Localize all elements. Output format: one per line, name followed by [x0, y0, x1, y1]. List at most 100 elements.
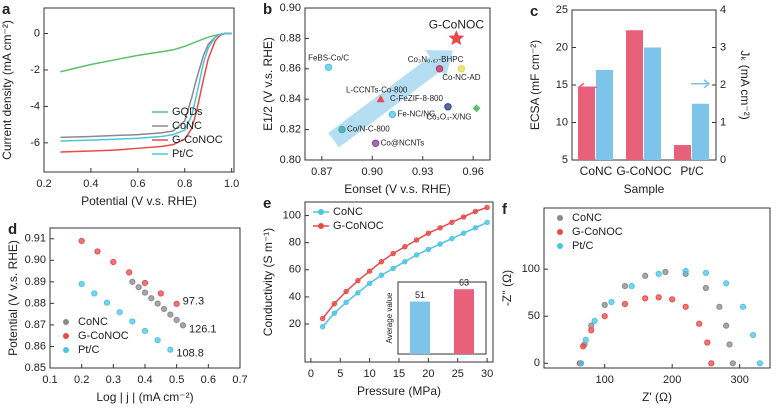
point — [343, 299, 349, 306]
point — [338, 125, 346, 134]
legend-label: Pt/C — [172, 148, 193, 160]
y-axis-label: Current density (mA cm⁻²) — [0, 20, 14, 160]
point — [402, 244, 408, 250]
legend-marker — [557, 229, 563, 235]
x-axis-label: Pressure (MPa) — [357, 384, 441, 398]
point — [702, 284, 710, 292]
point — [449, 219, 455, 226]
x-tick-label: 30 — [481, 368, 493, 380]
y-axis-label: E1/2 (V v.s. RHE) — [261, 37, 275, 131]
point — [435, 65, 444, 73]
legend-marker — [63, 347, 69, 353]
y-tick-label: 0.90 — [280, 2, 301, 14]
point — [591, 317, 598, 325]
y-tick-label: 0.90 — [25, 254, 46, 266]
point — [413, 237, 420, 243]
legend-marker — [318, 209, 324, 215]
point-label: Co₃N₀.₆₇-BHPC — [408, 55, 464, 64]
y-tick-label: 0.88 — [280, 32, 301, 44]
y2-axis-label: Jₖ (mA cm⁻²) — [738, 50, 752, 119]
point — [756, 360, 763, 367]
legend-marker — [318, 223, 324, 229]
point — [78, 280, 85, 288]
point — [135, 284, 142, 291]
point — [682, 267, 689, 275]
point — [324, 63, 333, 71]
y2-tick-label: 2 — [720, 79, 726, 91]
x-tick-label: 0.7 — [232, 374, 247, 386]
y-tick-label: -6 — [30, 137, 40, 149]
x-tick-label: 20 — [422, 368, 434, 380]
y-tick-label: 80 — [289, 237, 301, 249]
x-tick-label: 25 — [452, 368, 464, 380]
point-label: G-CoNOC — [429, 18, 485, 32]
point — [655, 294, 662, 301]
point — [484, 204, 490, 211]
x-tick-label: 0.2 — [74, 374, 89, 386]
y-tick-label: 100 — [283, 209, 301, 221]
y-tick-label: 10 — [556, 116, 568, 128]
y-tick-label: 20 — [556, 41, 568, 53]
legend-marker — [63, 333, 69, 339]
x-tick-label: 0.3 — [106, 374, 121, 386]
bar — [674, 145, 691, 160]
legend-label: CoNC — [333, 206, 363, 218]
y-tick-label: 40 — [289, 291, 301, 303]
y2-tick-label: 4 — [720, 4, 726, 16]
y-tick-label: 0.86 — [280, 63, 301, 75]
point — [457, 65, 466, 73]
point — [167, 311, 174, 318]
point — [402, 258, 408, 265]
legend-label: CoNC — [572, 212, 602, 224]
x-tick-label: 0.87 — [311, 166, 332, 178]
point — [355, 290, 361, 296]
point — [319, 315, 326, 322]
point-label: L-CCNTs-Co-800 — [346, 85, 408, 94]
x-tick-label: 0.96 — [462, 166, 483, 178]
y-tick-label: 50 — [528, 310, 540, 322]
inset-bar — [410, 301, 430, 354]
point — [157, 290, 164, 297]
point — [116, 309, 123, 316]
point — [726, 341, 733, 348]
point — [582, 336, 589, 343]
y-tick-label: -4 — [30, 100, 40, 112]
x-tick-label: 10 — [364, 368, 376, 380]
plot-frame — [304, 7, 491, 161]
legend-label: GQDs — [172, 106, 203, 118]
point — [91, 290, 98, 297]
legend-marker — [63, 319, 69, 325]
point — [662, 268, 669, 276]
x-tick-label: CoNC — [580, 164, 613, 178]
point — [154, 300, 161, 307]
x-tick-label: 0.4 — [137, 374, 152, 386]
point — [167, 346, 174, 353]
y-tick-label: 5 — [562, 154, 568, 166]
point — [141, 327, 149, 335]
panel-label: e — [263, 195, 271, 212]
point — [173, 316, 180, 324]
legend-label: G-CoNOC — [78, 330, 129, 342]
x-tick-label: 0.90 — [362, 166, 383, 178]
point — [376, 94, 385, 103]
point — [739, 303, 747, 310]
x-tick-label: Pt/C — [680, 164, 704, 178]
point — [173, 300, 180, 307]
y-tick-label: 0.89 — [25, 276, 46, 288]
point — [682, 303, 689, 310]
point — [669, 296, 676, 303]
plot-frame — [43, 7, 235, 173]
point — [608, 299, 615, 306]
point — [126, 269, 133, 276]
inset-frame — [397, 281, 487, 355]
point — [148, 295, 155, 302]
point — [160, 305, 168, 313]
y-tick-label: 0.91 — [25, 233, 46, 245]
x-tick-label: 0.4 — [83, 178, 98, 190]
point — [425, 246, 432, 253]
legend-label: G-CoNOC — [172, 134, 223, 146]
legend-marker — [557, 243, 563, 249]
legend-label: G-CoNOC — [333, 220, 384, 232]
y2-tick-label: 0 — [720, 154, 726, 166]
bar — [596, 70, 613, 160]
